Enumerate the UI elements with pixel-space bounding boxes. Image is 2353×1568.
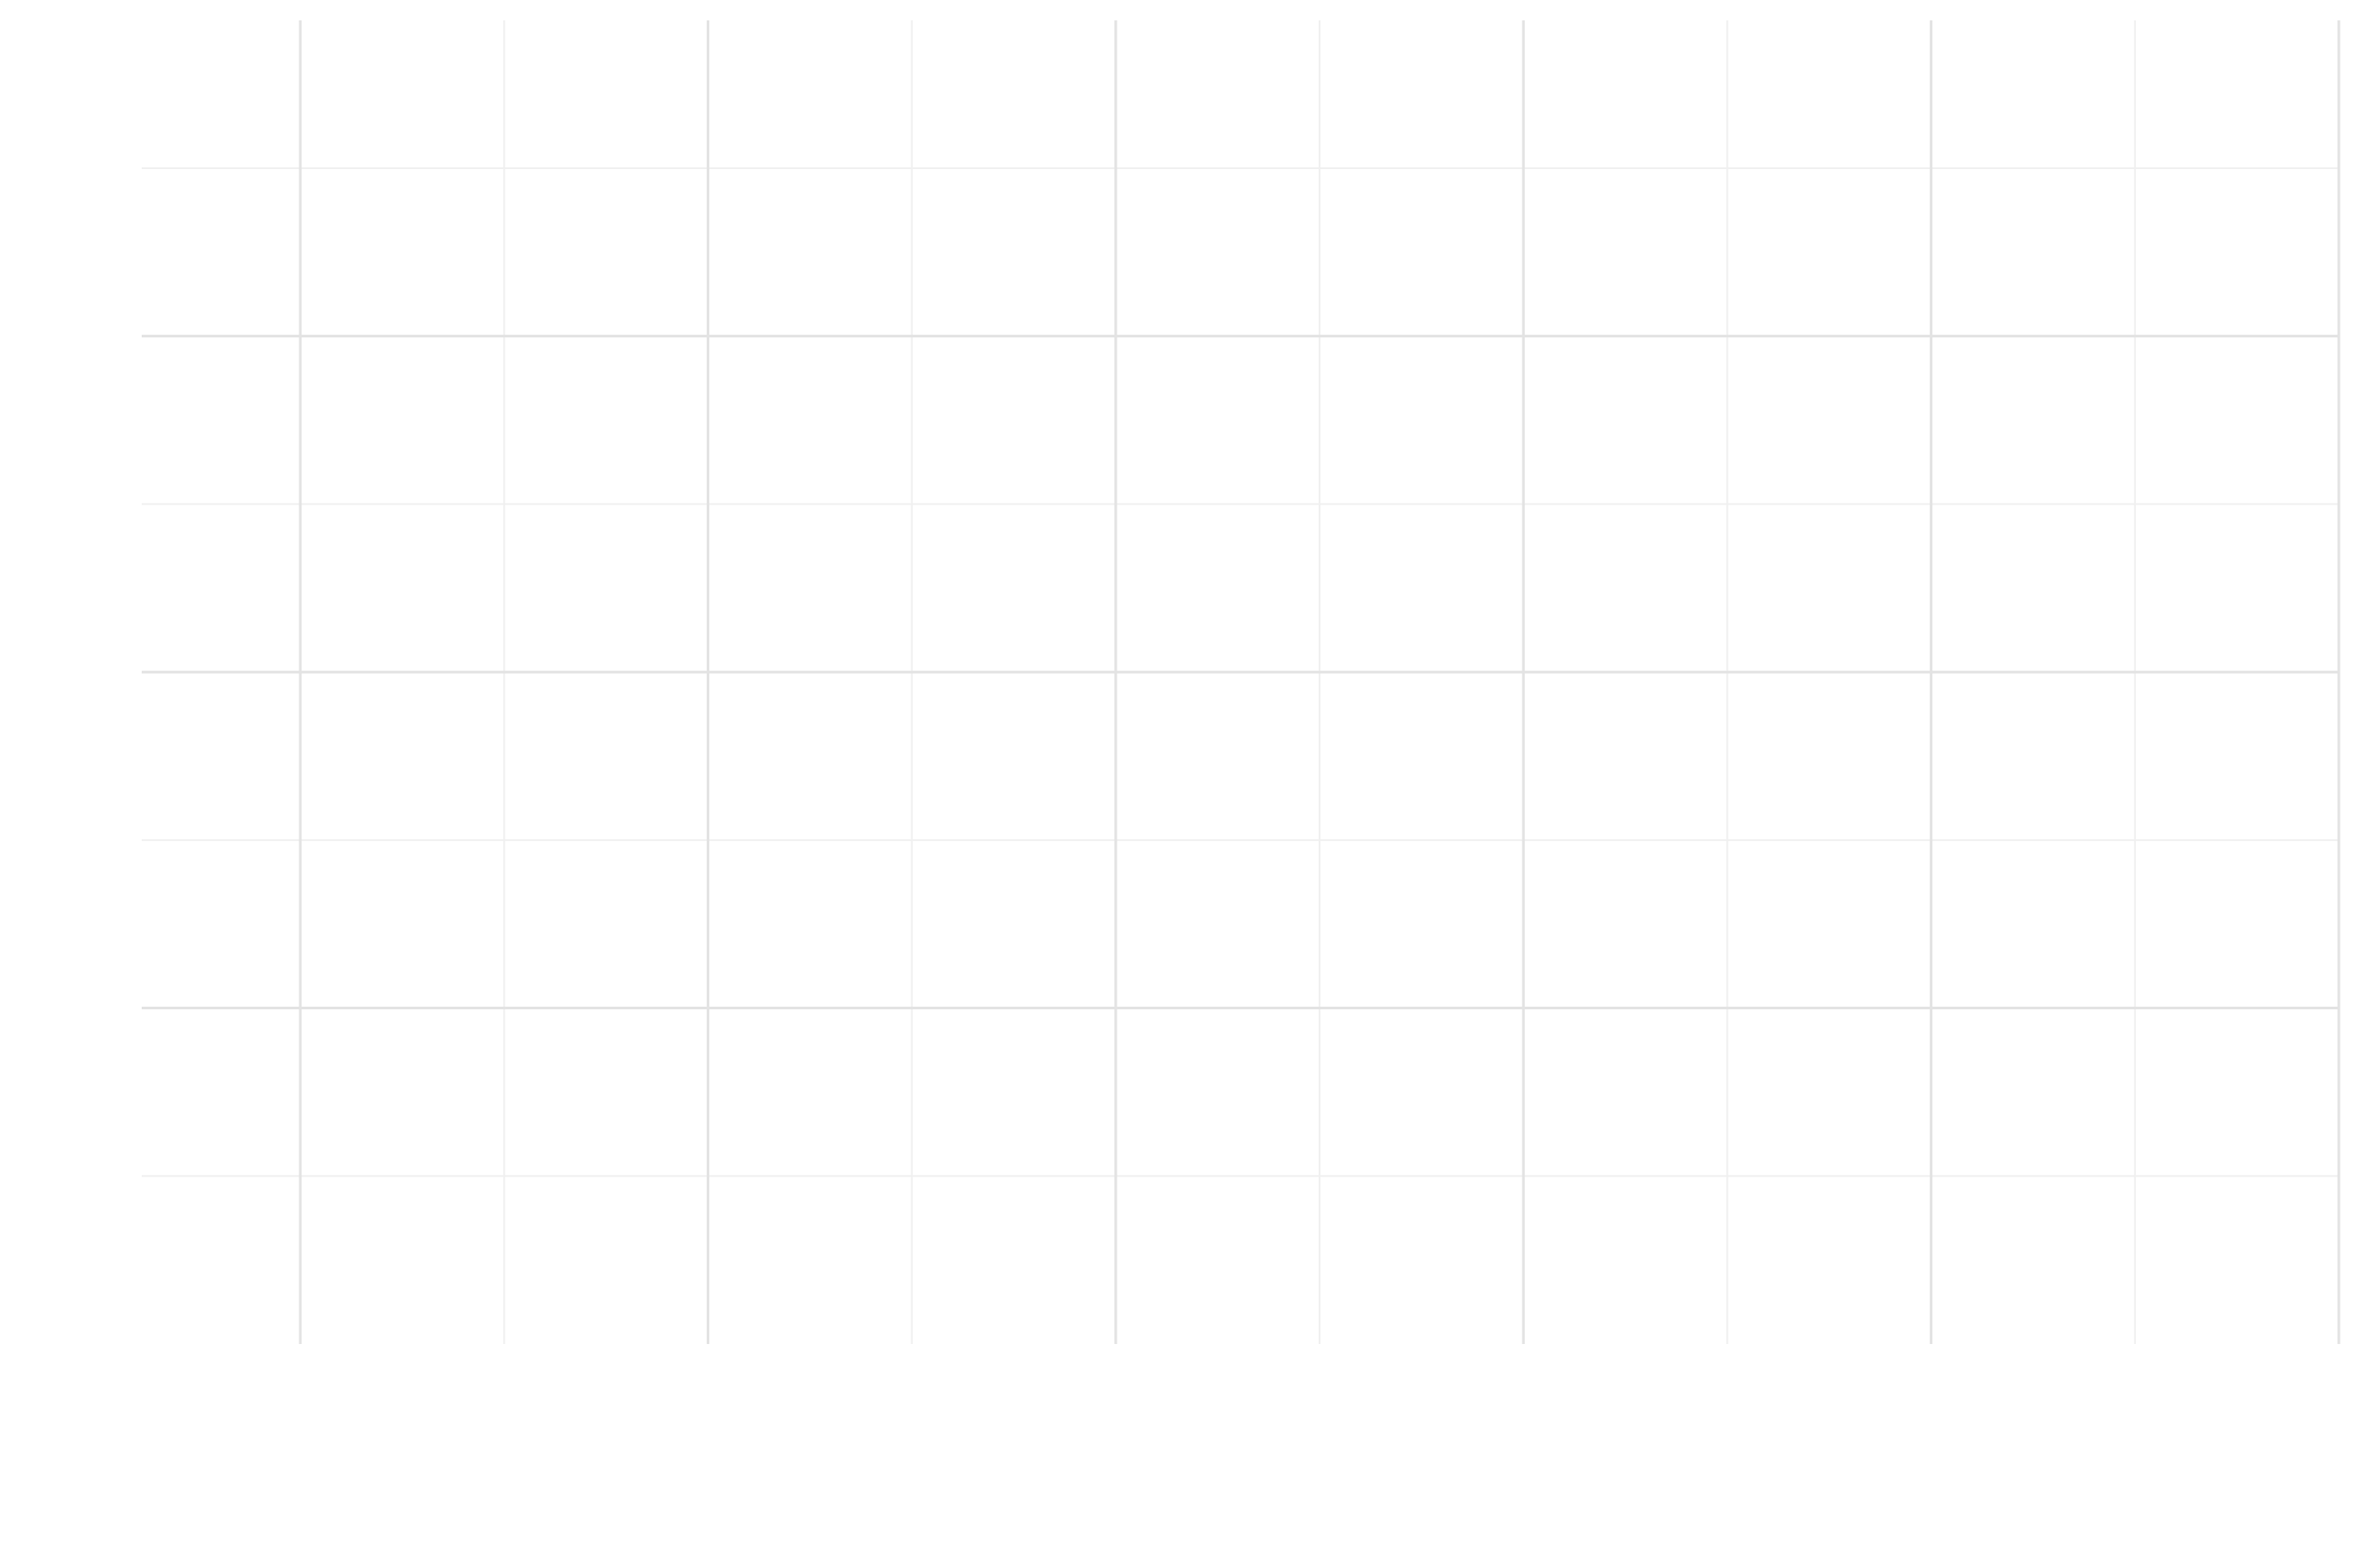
plot-panel xyxy=(142,20,2339,1344)
